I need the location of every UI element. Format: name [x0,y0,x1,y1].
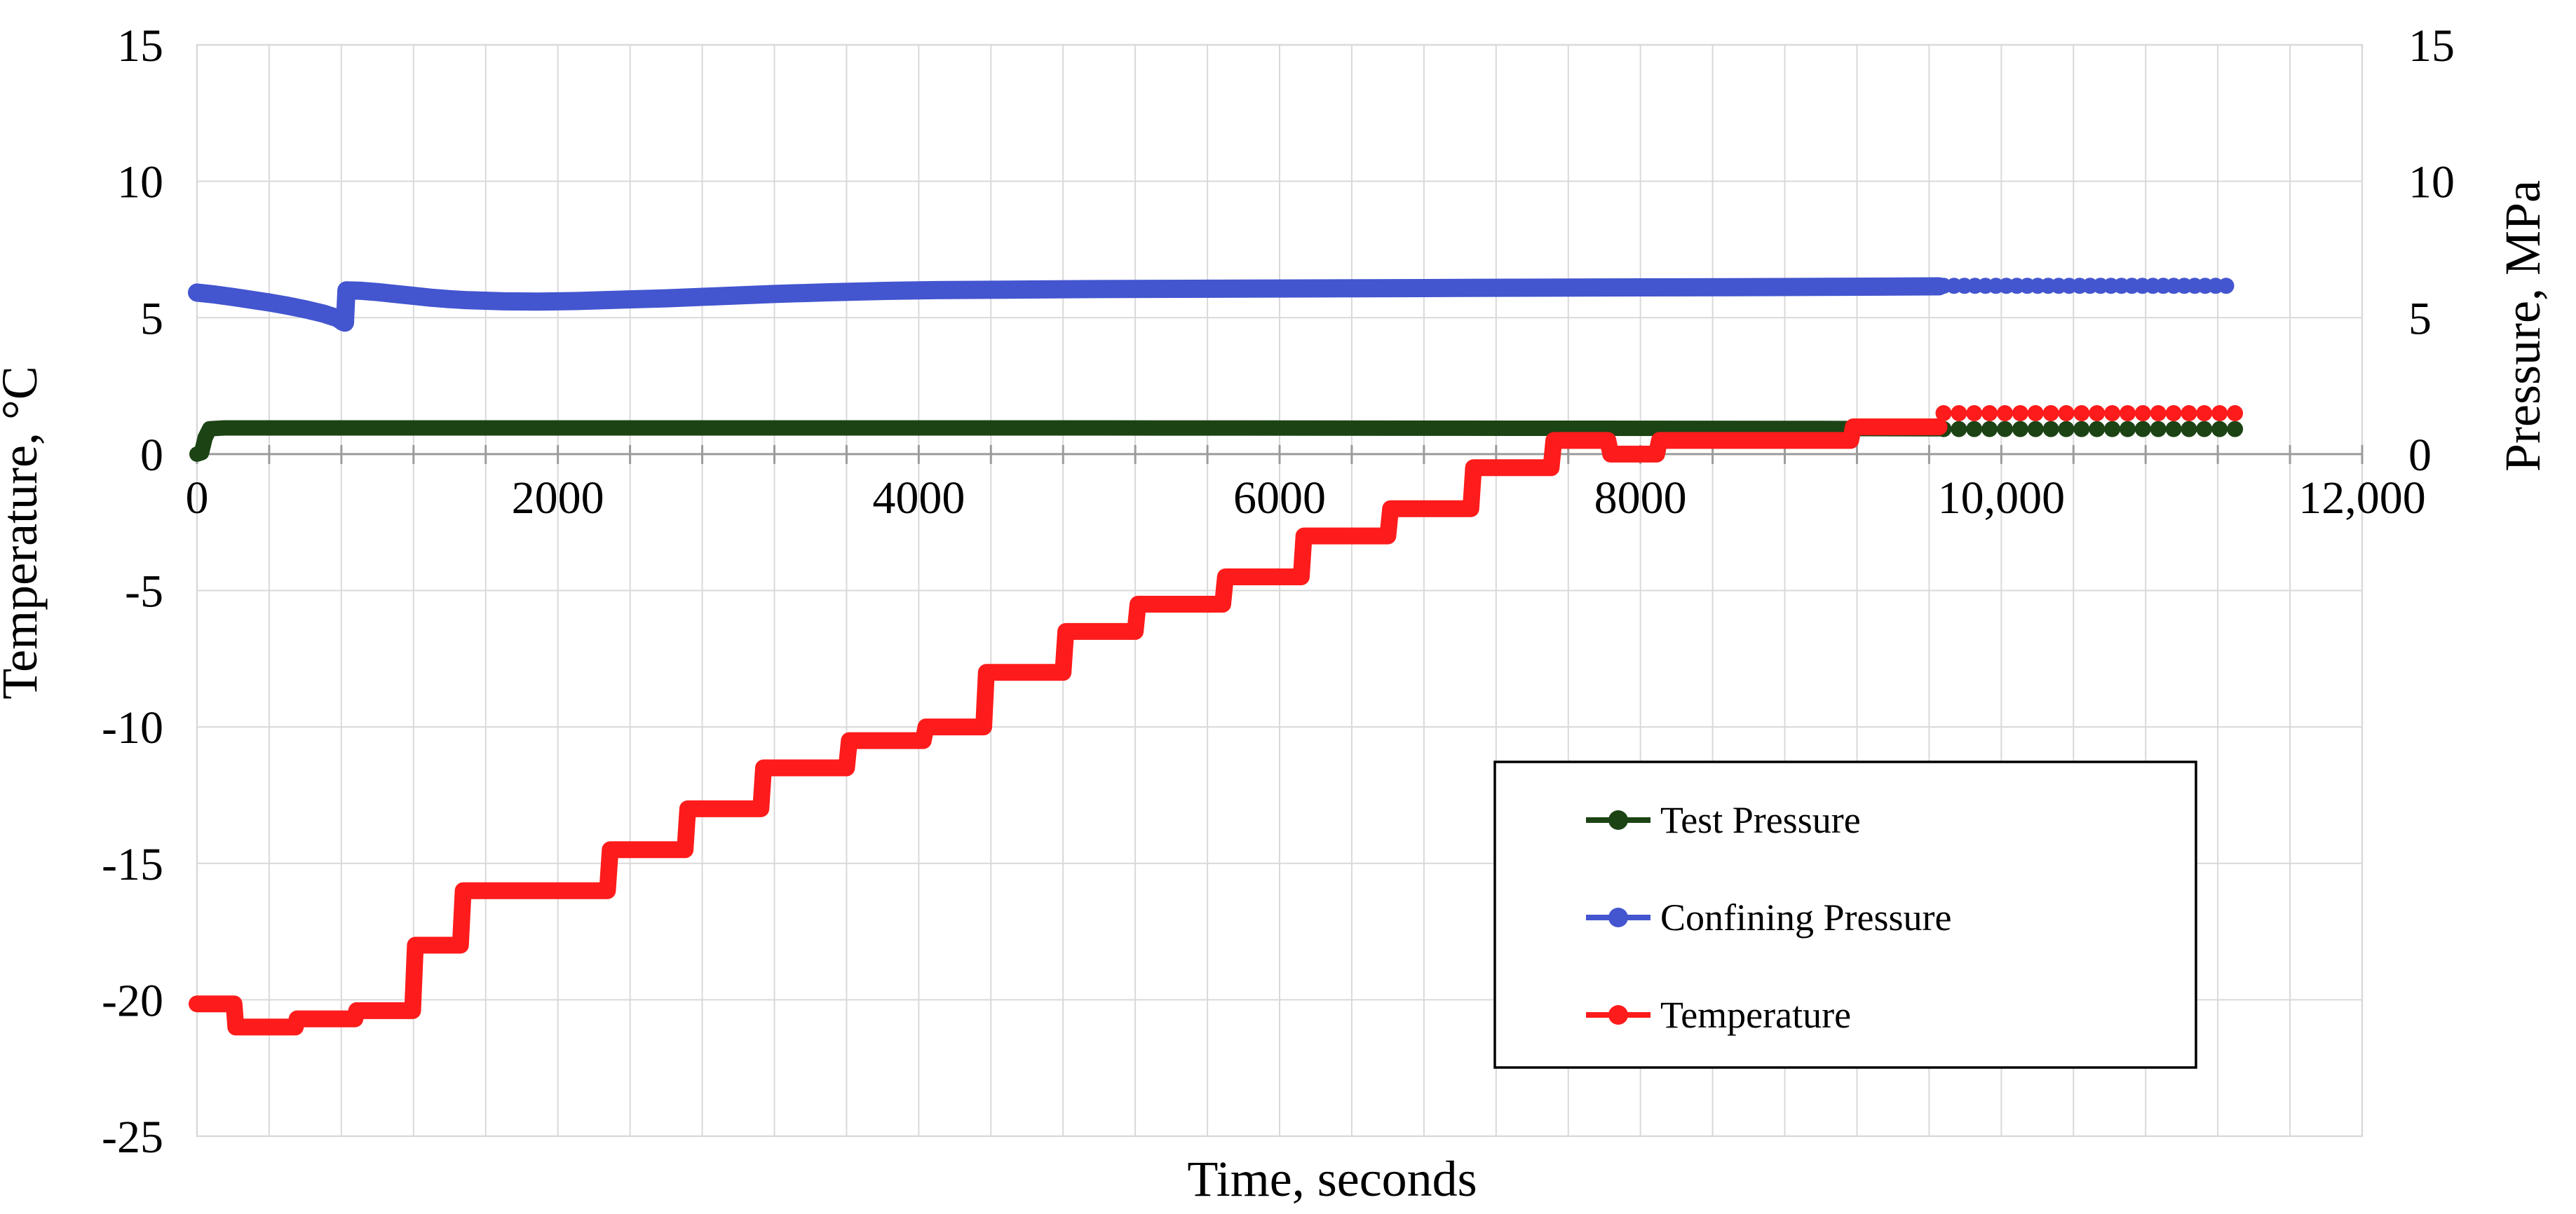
data-dot [1966,405,1983,421]
series-line [189,418,1948,1036]
data-dot [2012,405,2028,421]
data-dot [2058,421,2075,437]
data-dot [2134,421,2151,437]
y-right-axis-title: Pressure, MPa [2495,180,2551,472]
legend-label: Test Pressure [1660,799,1861,841]
series-line [188,277,1948,332]
data-dot [2027,421,2044,437]
legend-item: Temperature [1586,994,1851,1036]
data-dot [2027,405,2044,421]
data-dot [2120,421,2136,437]
series-line [189,420,1947,462]
y-left-tick-label: -20 [102,975,163,1026]
data-dot [1997,421,2013,437]
data-dot [2134,405,2151,421]
series-confining-pressure [188,277,2235,332]
legend-label: Confining Pressure [1660,896,1951,939]
series-temperature [189,405,2244,1036]
data-dot [2104,421,2121,437]
data-dot [2042,421,2059,437]
y-right-tick-label: 15 [2408,20,2455,71]
y-right-tick-label: 10 [2408,157,2455,208]
series-tail-dots [1935,278,2235,294]
y-left-tick-label: -25 [102,1112,163,1163]
y-left-tick-label: 0 [140,430,163,481]
x-tick-label: 12,000 [2298,472,2426,524]
x-tick-label: 2000 [512,472,604,524]
x-axis-title: Time, seconds [1187,1151,1477,1207]
data-dot [2012,421,2028,437]
data-dot [2120,405,2136,421]
data-dot [2042,405,2059,421]
data-dot [2058,405,2075,421]
data-dot [2181,421,2197,437]
data-dot [2211,421,2228,437]
y-left-tick-label: 5 [140,293,163,344]
data-dot [1951,421,1967,437]
data-dot [2104,405,2121,421]
data-dot [1997,405,2013,421]
data-dot [2211,405,2228,421]
data-dot [1981,405,1998,421]
legend-marker-dot [1608,908,1628,927]
data-dot [1951,405,1967,421]
y-left-tick-label: 15 [117,20,163,71]
y-right-tick-label: 5 [2408,293,2432,344]
data-dot [1981,421,1998,437]
y-left-axis-title: Temperature, °C [0,366,48,700]
data-dot [2150,405,2167,421]
legend-item: Confining Pressure [1586,896,1951,939]
plot-border [196,43,2364,1138]
x-tick-label: 6000 [1233,472,1326,524]
x-tick-label: 8000 [1594,472,1687,524]
data-dot [1966,421,1983,437]
x-tick-label: 10,000 [1938,472,2066,524]
data-dot [2196,405,2213,421]
data-dot [2196,421,2213,437]
data-dot [2089,405,2106,421]
y-left-tick-labels: 15 10 5 0 -5 -10 -15 -20 -25 [102,20,163,1163]
data-dot [2089,421,2106,437]
x-axis [196,444,2364,464]
y-right-tick-labels: 15 10 5 0 [2408,20,2455,481]
y-left-tick-label: 10 [117,157,163,208]
data-dot [2227,421,2244,437]
data-dot [2165,421,2182,437]
data-dot [2227,405,2244,421]
data-dot [2150,421,2167,437]
legend-marker-dot [1608,1005,1628,1025]
data-dot [2165,405,2182,421]
series-tail-dots [1935,405,2244,421]
data-dot [1935,405,1952,421]
data-dot [2073,405,2090,421]
y-left-tick-label: -5 [125,566,163,618]
data-dot [2218,278,2235,294]
data-dot [2073,421,2090,437]
y-right-tick-label: 0 [2408,430,2432,481]
legend: Test Pressure Confining Pressure Temperatu… [1493,761,2197,1069]
data-dot [2181,405,2197,421]
legend-item: Test Pressure [1586,799,1861,841]
legend-marker-dot [1608,810,1628,830]
x-tick-labels: 0 2000 4000 6000 8000 10,000 12,000 [186,472,2426,524]
legend-label: Temperature [1660,994,1851,1036]
x-tick-label: 4000 [872,472,965,524]
x-tick-label: 0 [186,472,209,524]
y-left-tick-label: -15 [102,839,163,890]
y-left-tick-label: -10 [102,702,163,753]
